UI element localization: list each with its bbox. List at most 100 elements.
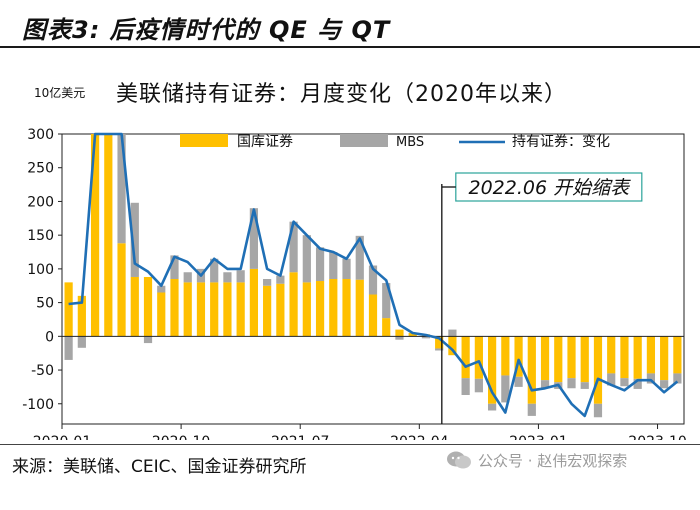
mbs-bar: [607, 373, 616, 386]
treasury-bar: [408, 332, 417, 337]
mbs-bar: [488, 403, 497, 411]
treasury-bar: [210, 282, 219, 337]
mbs-bar: [474, 378, 483, 393]
treasury-bar: [342, 279, 351, 337]
treasury-bar: [183, 282, 192, 337]
y-tick-label: 0: [45, 329, 54, 345]
legend-swatch-treasury: [180, 134, 228, 147]
treasury-bar: [646, 336, 656, 374]
treasury-bar: [329, 279, 338, 337]
treasury-bar: [263, 285, 272, 337]
y-tick-label: 300: [27, 127, 54, 143]
x-tick-label: 2023-01: [509, 434, 568, 440]
mbs-bar: [448, 329, 457, 337]
mbs-bar: [117, 134, 126, 244]
y-tick-label: 150: [27, 228, 54, 244]
watermark-text: 公众号 · 赵伟宏观探索: [478, 451, 628, 470]
mbs-bar: [289, 221, 298, 273]
legend-label-treasury: 国库证券: [237, 134, 293, 150]
mbs-bar: [461, 378, 470, 395]
y-tick-label: -50: [31, 363, 54, 379]
mbs-bar: [302, 235, 311, 283]
y-tick-label: 100: [27, 262, 54, 278]
mbs-bar: [276, 275, 285, 284]
treasury-bar: [170, 279, 179, 337]
header-divider: [0, 46, 700, 48]
treasury-bar: [157, 292, 166, 337]
treasury-bar: [660, 336, 669, 381]
mbs-bar: [673, 373, 682, 384]
mbs-bar: [210, 258, 219, 283]
mbs-bar: [633, 378, 642, 389]
mbs-bar: [501, 375, 510, 403]
mbs-bar: [646, 373, 656, 384]
treasury-bar: [104, 134, 113, 337]
x-tick-label: 2020-01: [33, 434, 92, 440]
treasury-bar: [223, 282, 232, 337]
treasury-bar: [673, 336, 682, 374]
mbs-bar: [368, 265, 378, 295]
x-tick-label: 2020-10: [152, 434, 211, 440]
y-tick-label: -100: [22, 397, 54, 413]
treasury-bar: [488, 336, 497, 404]
treasury-bar: [315, 281, 325, 337]
source-note: 来源：美联储、CEIC、国金证券研究所: [12, 457, 307, 477]
chart-title: 美联储持有证券：月度变化（2020年以来）: [116, 82, 567, 107]
treasury-bar: [249, 268, 258, 337]
mbs-bar: [157, 285, 166, 293]
mbs-bar: [580, 382, 589, 389]
mbs-bar: [593, 403, 603, 418]
treasury-bar: [540, 336, 550, 381]
mbs-bar: [130, 202, 139, 277]
legend-label-line: 持有证券：变化: [512, 134, 610, 150]
treasury-bar: [580, 336, 589, 383]
mbs-bar: [342, 258, 351, 279]
mbs-bar: [355, 235, 364, 280]
footer-divider: [0, 444, 700, 445]
mbs-bar: [435, 348, 444, 351]
mbs-bar: [567, 378, 576, 389]
wechat-icon: [447, 451, 471, 469]
y-tick-label: 250: [27, 161, 54, 177]
mbs-bar: [263, 279, 272, 286]
treasury-bar: [368, 294, 378, 337]
treasury-bar: [196, 282, 206, 337]
mbs-bar: [660, 380, 669, 389]
unit-label: 10亿美元: [34, 86, 86, 100]
mbs-bar: [421, 336, 431, 339]
y-tick-label: 50: [36, 296, 54, 312]
treasury-bar: [382, 318, 391, 337]
treasury-bar: [302, 282, 311, 337]
mbs-bar: [329, 252, 338, 279]
legend-swatch-mbs: [340, 134, 388, 147]
mbs-bar: [183, 272, 192, 283]
treasury-bar: [64, 282, 73, 337]
treasury-bar: [435, 336, 444, 349]
treasury-bar: [593, 336, 603, 404]
treasury-bar: [77, 295, 86, 337]
treasury-bar: [143, 276, 153, 337]
mbs-bar: [540, 380, 550, 389]
treasury-bar: [633, 336, 642, 379]
mbs-bar: [64, 336, 73, 360]
mbs-bar: [527, 403, 536, 416]
treasury-bar: [289, 272, 298, 337]
treasury-bar: [355, 279, 364, 337]
mbs-bar: [514, 376, 523, 387]
legend-label-mbs: MBS: [396, 135, 424, 150]
mbs-bar: [223, 272, 232, 283]
treasury-bar: [527, 336, 536, 404]
mbs-bar: [315, 247, 325, 282]
treasury-bar: [395, 329, 404, 337]
watermark: 公众号 · 赵伟宏观探索: [446, 446, 627, 474]
mbs-bar: [620, 378, 629, 387]
x-tick-label: 2023-10: [628, 434, 687, 440]
treasury-bar: [474, 336, 483, 379]
x-tick-label: 2021-07: [271, 434, 330, 440]
treasury-bar: [567, 336, 576, 379]
figure-title: 图表3: 后疫情时代的 QE 与 QT: [22, 16, 391, 44]
treasury-bar: [448, 336, 457, 356]
annotation-box: [455, 172, 643, 202]
mbs-bar: [236, 270, 245, 283]
treasury-bar: [90, 134, 100, 337]
